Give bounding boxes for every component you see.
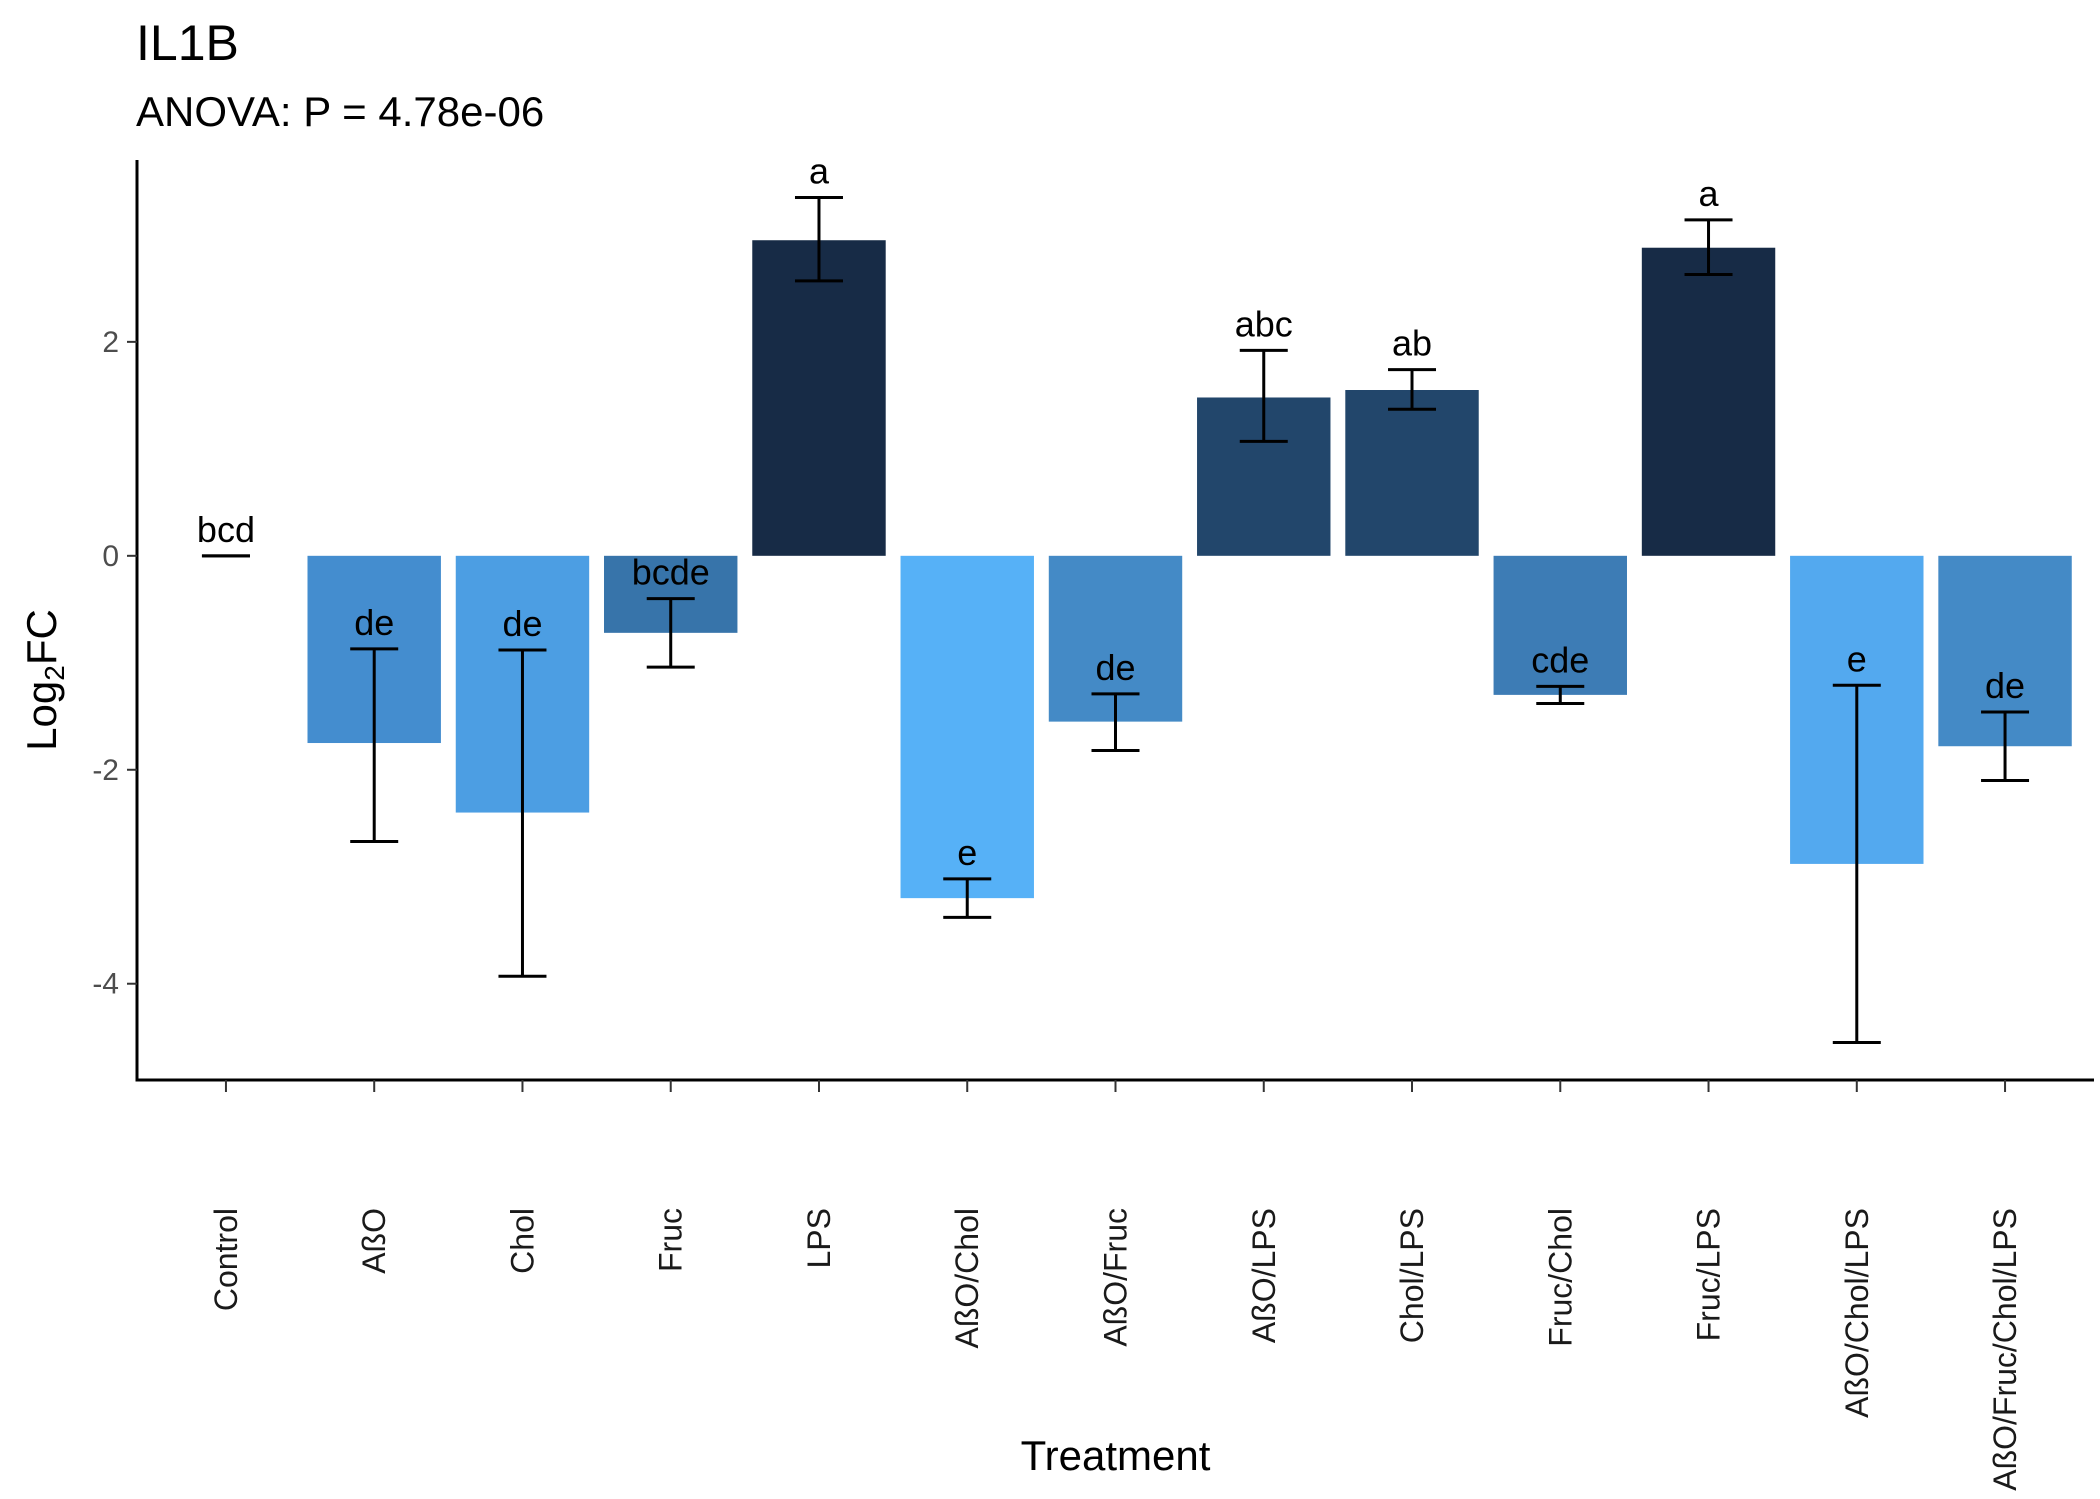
significance-label: de [1985, 665, 2025, 706]
chart-subtitle: ANOVA: P = 4.78e-06 [136, 88, 545, 135]
significance-label: bcde [632, 552, 710, 593]
significance-label: abc [1235, 303, 1293, 344]
x-tick-label: LPS [801, 1208, 837, 1268]
bar [1493, 555, 1627, 695]
x-tick-label: Control [208, 1208, 244, 1311]
x-tick-label: Fruc/LPS [1691, 1208, 1727, 1341]
significance-label: e [957, 832, 977, 873]
errorbars-layer [201, 195, 2030, 1045]
bar [752, 240, 886, 556]
bar [1345, 390, 1479, 556]
bar [900, 555, 1034, 899]
x-tick-label: Fruc [653, 1208, 689, 1272]
significance-label: de [502, 603, 542, 644]
x-tick-label: Chol/LPS [1394, 1208, 1430, 1343]
x-tick-label: AßO/Fruc/Chol/LPS [1987, 1208, 2023, 1491]
bars-layer [307, 240, 2072, 899]
x-tick-label: AßO [356, 1208, 392, 1274]
x-tick-label: AßO/Chol/LPS [1839, 1208, 1875, 1418]
chart-title: IL1B [136, 15, 239, 71]
y-tick-label: 0 [102, 540, 119, 573]
x-ticks-layer: Control AßO Chol Fruc LPS AßO/Chol AßO/Fruc AßO… [208, 1080, 2023, 1491]
significance-label: a [1699, 173, 1720, 214]
significance-label: ab [1392, 323, 1432, 364]
significance-labels-layer: bcd de de bcde a e de abc ab cde a e de [197, 150, 2025, 872]
x-tick-label: AßO/Fruc [1098, 1208, 1134, 1347]
significance-label: de [1095, 647, 1135, 688]
y-tick-label: -2 [92, 754, 119, 787]
x-tick-label: AßO/LPS [1246, 1208, 1282, 1343]
x-tick-label: Chol [504, 1208, 540, 1274]
y-axis-title-subscript: 2 [39, 665, 70, 681]
significance-label: bcd [197, 509, 255, 550]
x-axis-title: Treatment [1021, 1432, 1211, 1479]
x-tick-label: Fruc/Chol [1542, 1208, 1578, 1347]
y-ticks-layer: -4 -2 0 2 [92, 326, 137, 1001]
x-tick-label: AßO/Chol [949, 1208, 985, 1348]
y-axis-title-suffix: FC [18, 609, 65, 665]
significance-label: de [354, 602, 394, 643]
y-axis-title: Log2FC [18, 609, 70, 751]
significance-label: a [809, 150, 830, 191]
significance-label: cde [1531, 639, 1589, 680]
significance-label: e [1847, 638, 1867, 679]
bar [1641, 247, 1776, 556]
y-axis-title-main: Log [18, 681, 65, 751]
y-tick-label: -4 [92, 968, 119, 1001]
y-tick-label: 2 [102, 326, 119, 359]
